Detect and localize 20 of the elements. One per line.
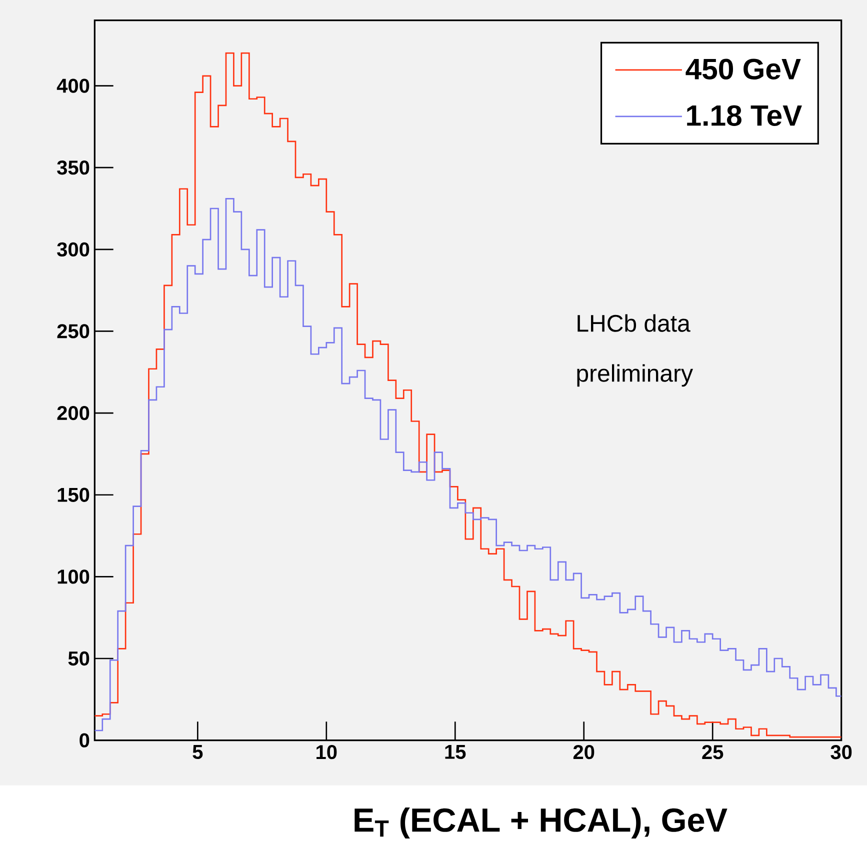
y-tick-label: 400 <box>56 78 90 93</box>
legend-label: 450 GeV <box>686 58 801 80</box>
x-tick-label: 20 <box>573 745 594 760</box>
y-tick-label: 250 <box>57 324 90 338</box>
annotation: LHCb data <box>578 314 690 332</box>
y-tick-label: 100 <box>58 570 90 584</box>
y-tick-label: 50 <box>68 651 90 666</box>
y-tick-label: 0 <box>80 733 90 748</box>
legend-label: 1.18 TeV <box>687 105 802 126</box>
y-tick-label: 150 <box>58 488 90 502</box>
x-tick-label: 5 <box>192 745 203 759</box>
x-tick-label: 25 <box>702 745 724 760</box>
x-tick-label: 30 <box>830 745 852 760</box>
annotation: preliminary <box>577 364 693 387</box>
y-tick-label: 300 <box>57 242 90 257</box>
y-tick-label: 200 <box>57 406 90 420</box>
x-tick-label: 15 <box>445 745 466 759</box>
x-axis-title: E$_{T}$ (ECAL + HCAL), GeV <box>354 807 728 839</box>
y-tick-label: 350 <box>57 160 90 175</box>
x-tick-label: 10 <box>316 745 337 760</box>
